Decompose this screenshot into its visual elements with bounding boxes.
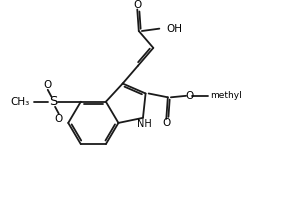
Text: OH: OH xyxy=(166,24,182,34)
Text: O: O xyxy=(44,80,52,90)
Text: NH: NH xyxy=(137,119,152,129)
Text: O: O xyxy=(162,118,170,128)
Text: O: O xyxy=(55,114,63,124)
Text: methyl: methyl xyxy=(211,91,242,100)
Text: O: O xyxy=(185,91,193,101)
Text: O: O xyxy=(133,0,141,10)
Text: CH₃: CH₃ xyxy=(10,97,30,107)
Text: S: S xyxy=(49,95,58,108)
